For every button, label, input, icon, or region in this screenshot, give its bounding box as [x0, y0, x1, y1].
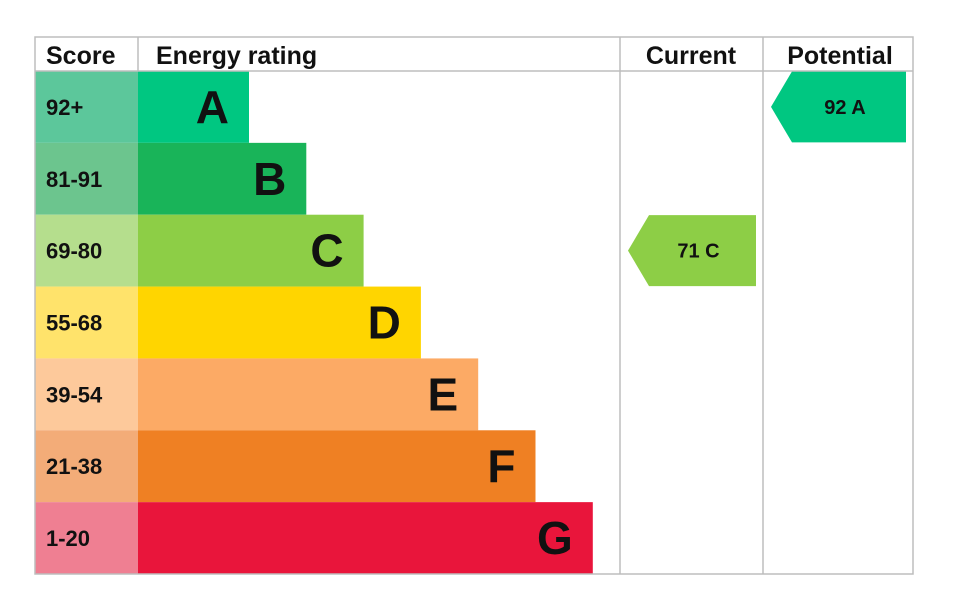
score-label-g: 1-20 — [46, 526, 90, 551]
band-letter-a: A — [196, 81, 229, 133]
current-rating-label: 71 C — [677, 241, 719, 263]
band-letter-g: G — [537, 512, 573, 564]
score-cell-f — [35, 430, 138, 503]
band-bar-c — [138, 214, 364, 287]
score-label-b: 81-91 — [46, 167, 102, 192]
band-letter-d: D — [368, 297, 401, 349]
band-bar-g — [138, 502, 593, 574]
score-cell-c — [35, 214, 138, 287]
band-letter-f: F — [487, 440, 515, 492]
band-letter-e: E — [428, 368, 459, 420]
header-potential: Potential — [787, 42, 893, 70]
table-border — [34, 36, 914, 575]
current-rating-arrow — [628, 215, 756, 287]
band-bar-a — [138, 71, 249, 143]
score-label-f: 21-38 — [46, 454, 102, 479]
score-cell-e — [35, 358, 138, 431]
band-bar-b — [138, 142, 307, 215]
band-letter-c: C — [310, 225, 343, 277]
arrows-layer: 71 C 92 A — [628, 71, 906, 287]
band-bar-f — [138, 430, 536, 503]
score-cell-a — [35, 71, 138, 143]
band-letter-b: B — [253, 153, 286, 205]
score-cell-b — [35, 142, 138, 215]
header-current: Current — [646, 42, 737, 70]
score-cell-g — [35, 502, 138, 574]
score-label-c: 69-80 — [46, 239, 102, 264]
score-label-a: 92+ — [46, 95, 83, 120]
header-score: Score — [46, 42, 116, 70]
potential-rating-label: 92 A — [824, 97, 866, 119]
potential-rating-arrow — [771, 71, 906, 143]
band-bar-e — [138, 358, 479, 431]
score-cell-d — [35, 286, 138, 359]
grid-layer — [34, 36, 914, 575]
band-bar-d — [138, 286, 421, 359]
bands-layer: 92+ A 81-91 B 69-80 C 55-68 D 39-54 E 21-38 F 1-20 G — [35, 71, 593, 574]
score-label-d: 55-68 — [46, 311, 102, 336]
score-label-e: 39-54 — [46, 382, 103, 407]
header-energy-rating: Energy rating — [156, 42, 317, 70]
